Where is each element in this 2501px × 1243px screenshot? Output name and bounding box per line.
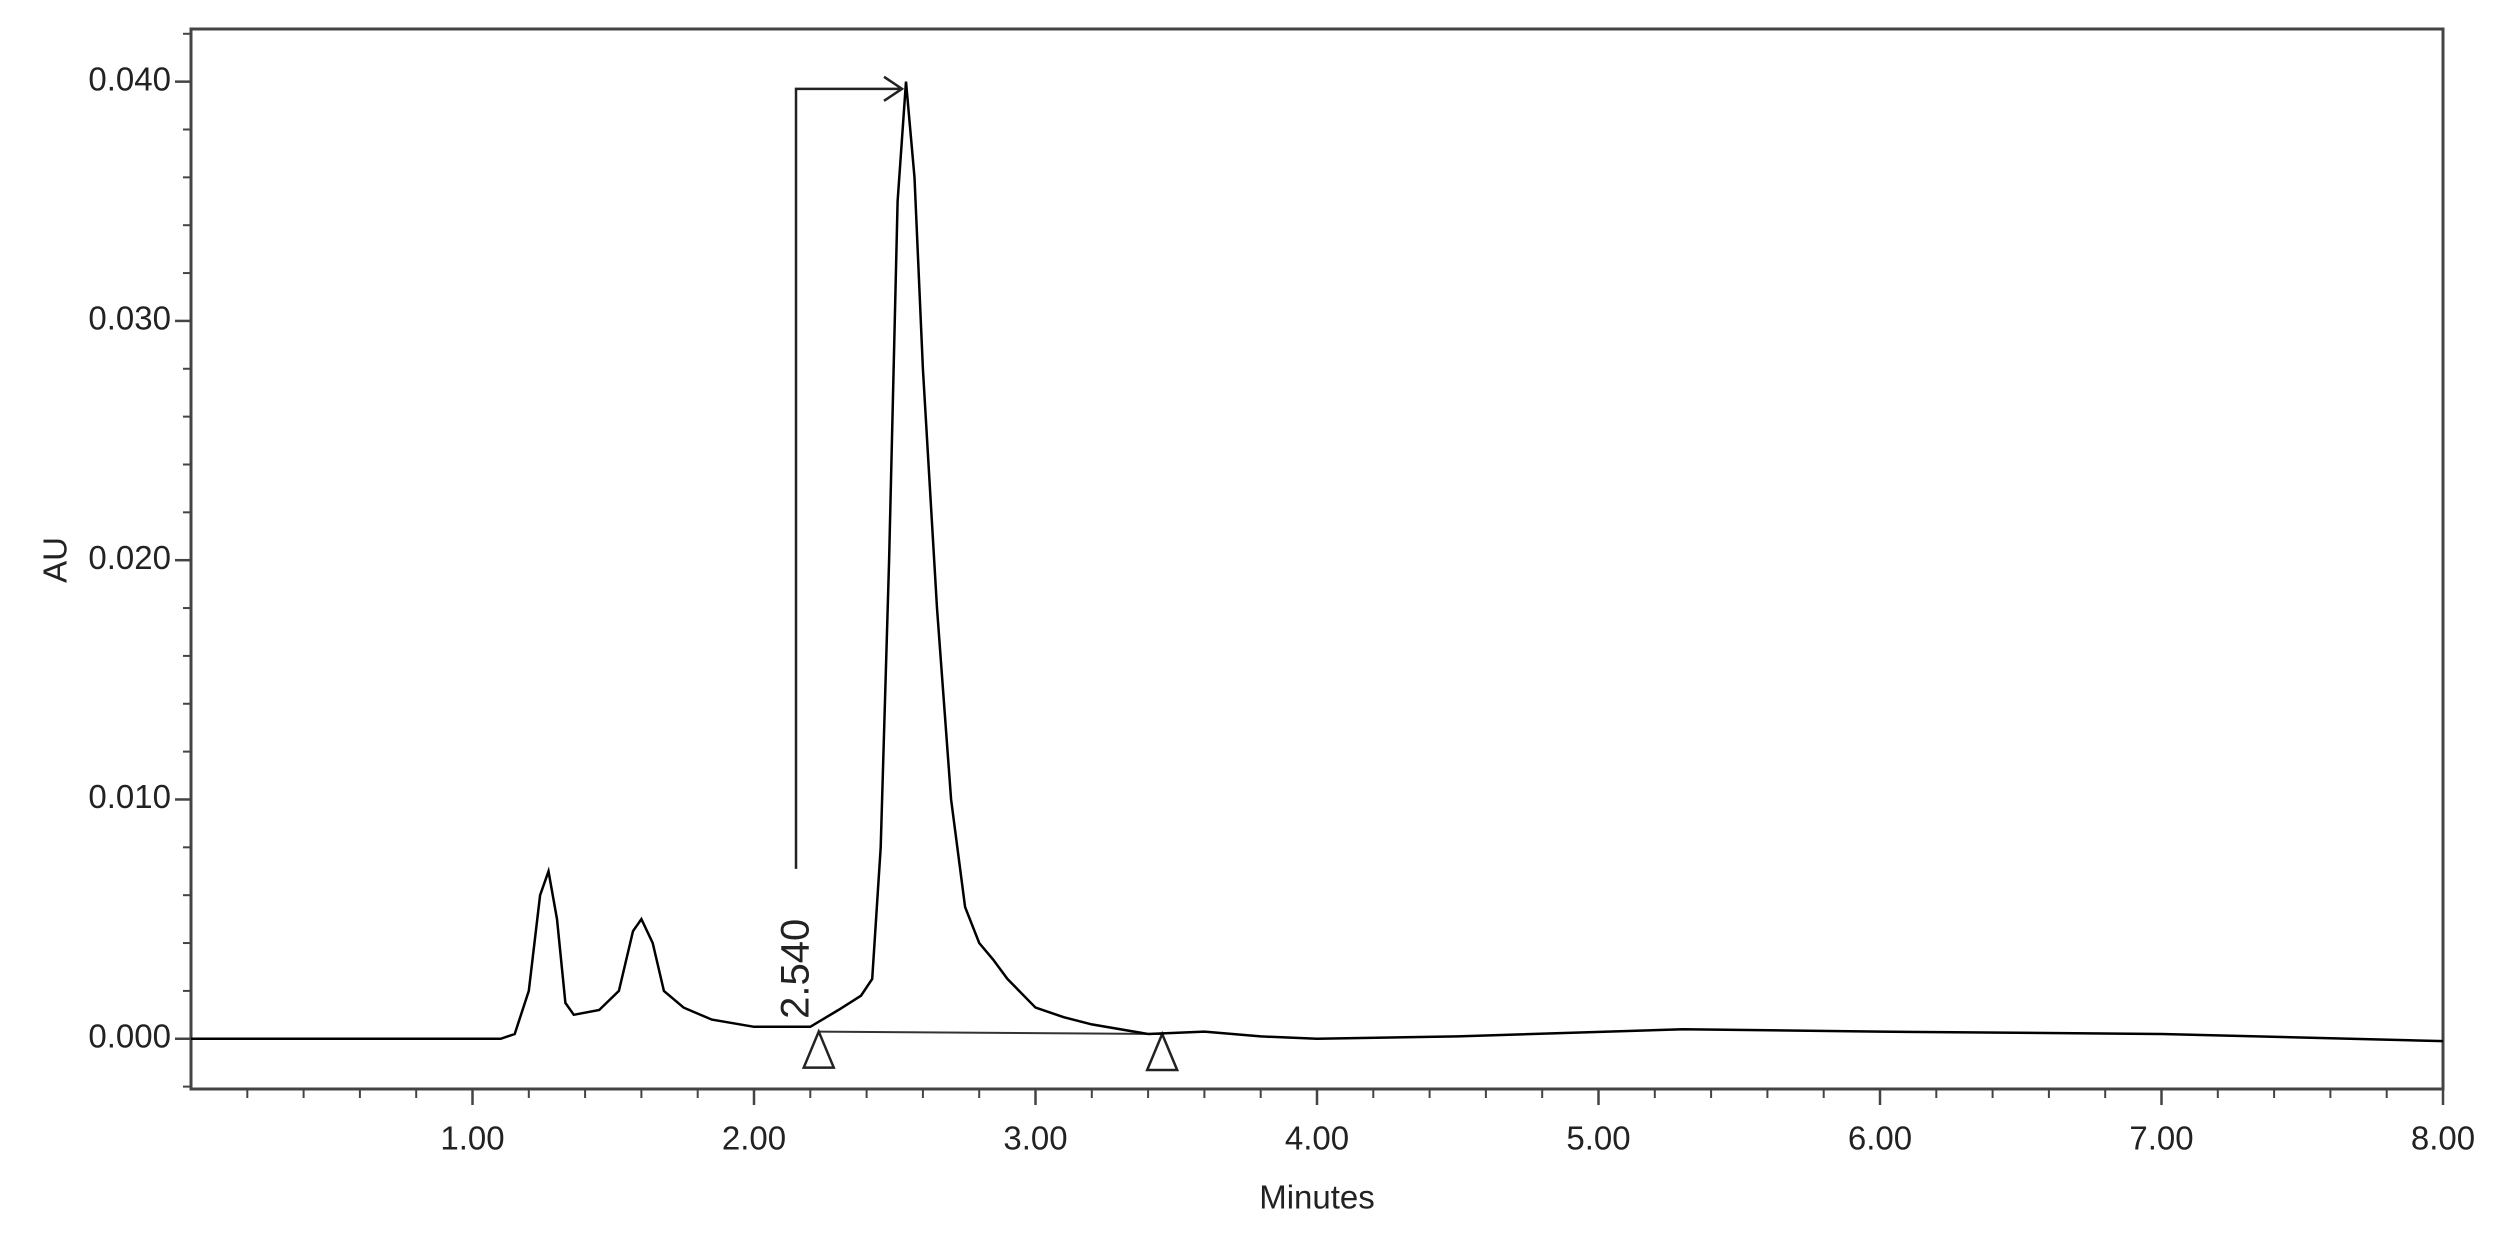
x-tick-label: 3.00 — [1003, 1120, 1067, 1157]
y-tick-label: 0.040 — [88, 60, 171, 97]
plot-frame — [189, 27, 2445, 1091]
y-tick-label: 0.020 — [88, 539, 171, 576]
trace — [191, 81, 2444, 1043]
x-axis-label: Minutes — [1259, 1179, 1375, 1216]
x-tick-label: 2.00 — [722, 1120, 786, 1157]
y-tick-label: 0.030 — [88, 300, 171, 337]
integration-marker — [801, 1028, 836, 1069]
integration-baseline — [818, 1030, 1163, 1035]
x-tick-label: 7.00 — [2129, 1120, 2193, 1157]
y-tick-label: 0.000 — [88, 1017, 171, 1054]
annotation-label: 2.540 — [774, 919, 818, 1019]
x-tick-label: 1.00 — [440, 1120, 504, 1157]
annotation-leader — [794, 75, 905, 869]
y-axis-label: AU — [37, 537, 74, 583]
x-tick-label: 5.00 — [1566, 1120, 1630, 1157]
x-tick-label: 4.00 — [1285, 1120, 1349, 1157]
x-tick-label: 6.00 — [1848, 1120, 1912, 1157]
y-tick-label: 0.010 — [88, 778, 171, 815]
x-tick-label: 8.00 — [2411, 1120, 2475, 1157]
integration-marker — [1145, 1030, 1180, 1072]
